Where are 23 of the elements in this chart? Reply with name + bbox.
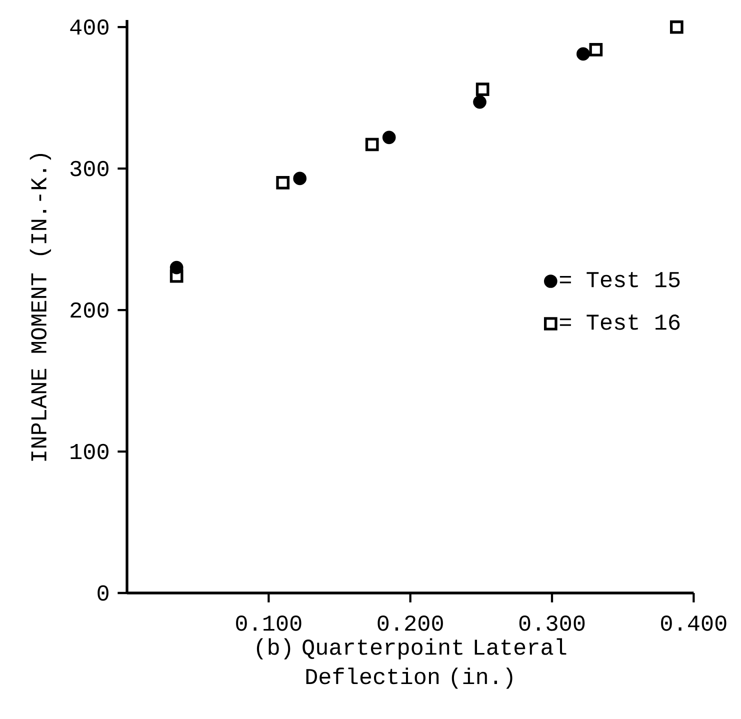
y-axis-title: INPLANE MOMENT (IN.-K.): [30, 154, 51, 461]
x-axis-title: (b) Quarterpoint Lateral Deflection (in.): [256, 638, 566, 689]
x-tick-label: 0.300: [519, 615, 585, 631]
y-tick-label: 400: [70, 19, 108, 35]
point: [365, 138, 379, 152]
point: [670, 20, 684, 34]
point: [589, 43, 603, 56]
point: [576, 47, 590, 61]
x-tick-label: 0.100: [236, 615, 302, 631]
x-tick-label: 0.400: [661, 615, 726, 631]
point: [170, 269, 184, 283]
x-tick-label: 0.200: [378, 615, 443, 631]
legend-label: = Test 15: [560, 272, 680, 288]
point: [293, 172, 307, 186]
y-tick-label: 0: [98, 585, 108, 601]
point: [473, 95, 486, 109]
y-tick-label: 200: [70, 302, 108, 318]
legend-label: = Test 16: [560, 314, 680, 330]
y-tick-label: 100: [70, 444, 108, 460]
point: [476, 82, 490, 96]
point: [382, 130, 396, 144]
y-tick-label: 300: [70, 160, 108, 176]
point: [276, 176, 290, 190]
